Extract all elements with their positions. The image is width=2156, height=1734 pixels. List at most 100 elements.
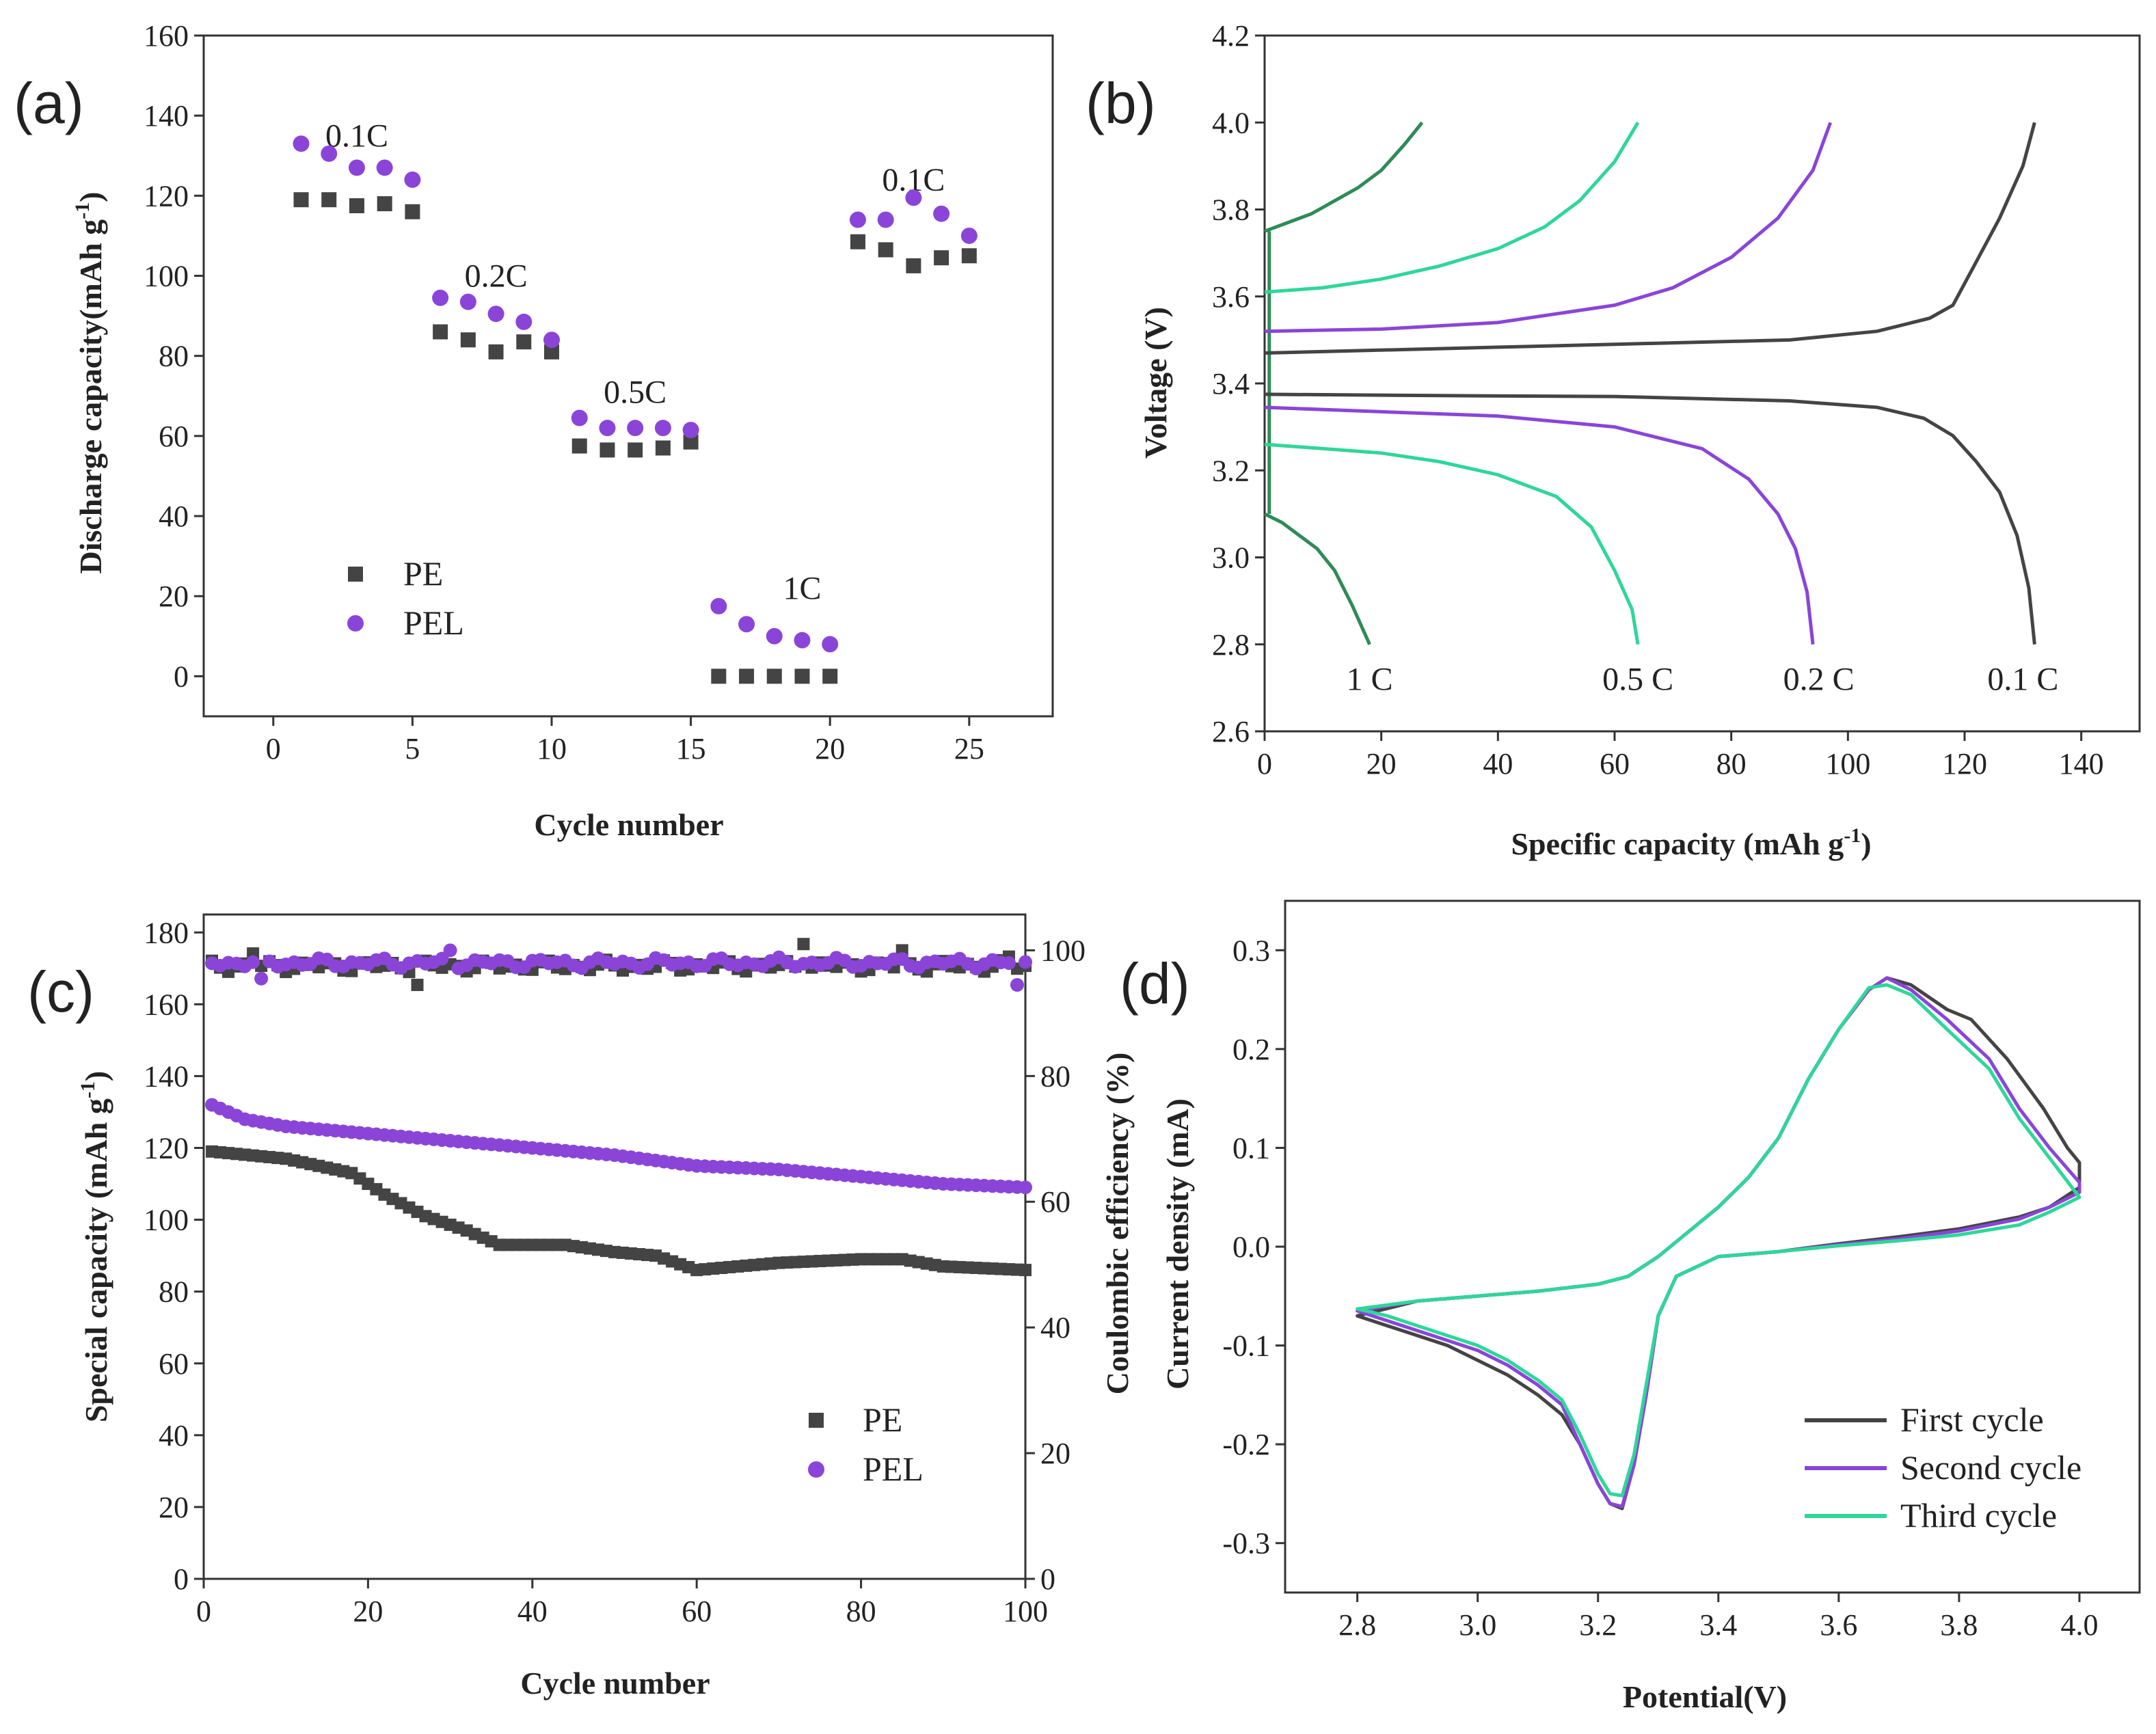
x-axis-title: Cycle number	[520, 1666, 710, 1701]
x-axis-title: Cycle number	[534, 807, 723, 842]
y-tick-label: 0	[174, 660, 189, 693]
pel-point	[515, 313, 533, 330]
panel-d: 2.8 3.0 3.2 3.4 3.6 3.8 4.0 -0.3 -0.2 -0.1 0.0 0.1 0…	[1120, 899, 2141, 1714]
pe-point	[683, 434, 699, 450]
panel-label-b: (b)	[1086, 71, 1156, 135]
x-tick-label: 20	[353, 1595, 383, 1628]
pel-capacity-point	[1019, 1180, 1032, 1195]
x-tick-label: 60	[1600, 747, 1630, 781]
y-tick-label: -0.1	[1222, 1329, 1270, 1363]
x-tick-label: 0	[196, 1595, 211, 1628]
legend-pel-label: PEL	[863, 1450, 924, 1488]
pel-point	[571, 409, 588, 426]
y-axis-title: Special capacity (mAh g-1)	[77, 1071, 113, 1422]
x-tick-label: 40	[1483, 747, 1513, 781]
pel-point	[738, 616, 755, 633]
pe-efficiency-point	[797, 938, 810, 951]
pel-point	[459, 293, 476, 310]
x-tick-label: 20	[1366, 747, 1397, 781]
legend-pe-marker	[809, 1413, 824, 1428]
pel-point	[877, 211, 894, 228]
x-tick-label: 15	[676, 732, 706, 766]
x-tick-label: 60	[682, 1595, 712, 1628]
pe-point	[628, 442, 643, 458]
pel-efficiency-point	[254, 971, 269, 986]
pel-point	[849, 211, 866, 228]
y-axis-title: Voltage (V)	[1138, 307, 1173, 459]
panel-c: 0 20 40 60 80 1000204060801001201401601800204…	[27, 913, 1135, 1701]
panel-label-c: (c)	[27, 960, 94, 1024]
x-tick-label: 3.4	[1699, 1608, 1737, 1642]
pel-efficiency-point	[1001, 956, 1016, 970]
x-tick-label: 2.8	[1338, 1608, 1376, 1642]
pe-point	[599, 442, 615, 458]
y-tick-label: 160	[144, 19, 189, 53]
pe-point	[544, 344, 560, 360]
y-tick-label: 4.0	[1212, 106, 1250, 139]
charge-curve	[1264, 122, 2036, 355]
pel-point	[710, 597, 727, 614]
y-tick-label: 3.8	[1212, 193, 1250, 227]
y-tick-label: 20	[159, 1491, 189, 1524]
pel-efficiency-point	[1019, 955, 1032, 969]
y-tick-label: 20	[159, 580, 189, 613]
pe-point	[516, 334, 532, 350]
pel-point	[794, 632, 811, 649]
panel-b: 0 20 40 60 80 100 120 140 2.6 2.8 3.0 3.2 3.4 3.6 3.8 4…	[1086, 19, 2141, 861]
x-axis-title: Potential(V)	[1623, 1679, 1787, 1714]
pe-point	[460, 332, 476, 348]
curve-label: 0.5 C	[1602, 662, 1673, 698]
charge-curve	[1264, 122, 1833, 334]
legend-pel-marker	[808, 1461, 824, 1478]
y-tick-label: 160	[144, 988, 189, 1021]
pel-point	[321, 145, 338, 162]
pe-point	[488, 344, 504, 360]
y2-tick-label: 100	[1040, 934, 1086, 967]
y-tick-label: 0.3	[1232, 934, 1270, 967]
y-tick-label: 40	[159, 500, 189, 533]
pel-point	[293, 135, 310, 152]
x-tick-label: 4.0	[2060, 1608, 2098, 1642]
y-tick-label: 3.0	[1212, 541, 1250, 575]
y-tick-label: 140	[144, 99, 189, 133]
y-axis-title: Current density (mA)	[1160, 1098, 1195, 1390]
pel-point	[822, 636, 839, 653]
pe-point	[571, 438, 587, 454]
curve-label: 0.1 C	[1987, 662, 2058, 698]
pel-efficiency-point	[246, 955, 260, 969]
legend-label: Second cycle	[1900, 1448, 2081, 1487]
rate-annotation: 0.2C	[465, 258, 528, 295]
y-tick-label: 180	[144, 916, 189, 949]
pe-point	[794, 668, 810, 684]
pel-point	[599, 420, 616, 437]
pe-point	[433, 324, 448, 340]
y-tick-label: 120	[144, 1132, 189, 1165]
y-tick-label: 0	[174, 1562, 189, 1596]
x-tick-label: 3.6	[1820, 1608, 1857, 1642]
charge-curve	[1264, 122, 1640, 294]
pe-point	[655, 440, 671, 456]
y-tick-label: 4.2	[1212, 19, 1250, 53]
discharge-curve	[1264, 405, 1815, 645]
discharge-curve	[1264, 392, 2036, 645]
x-tick-label: 120	[1942, 747, 1987, 781]
x-tick-label: 3.0	[1459, 1608, 1496, 1642]
x-tick-label: 20	[815, 732, 845, 766]
plot-frame	[1263, 34, 2141, 733]
y2-tick-label: 40	[1040, 1311, 1070, 1344]
pe-point	[878, 242, 893, 258]
pe-point	[293, 192, 309, 208]
x-tick-label: 0	[1257, 747, 1272, 781]
x-tick-label: 100	[1825, 747, 1870, 781]
y-tick-label: 2.6	[1212, 715, 1250, 748]
pe-efficiency-point	[411, 978, 424, 991]
y-tick-label: 60	[159, 1347, 189, 1381]
pel-point	[933, 205, 950, 222]
pe-point	[934, 250, 949, 266]
x-tick-label: 3.8	[1940, 1608, 1978, 1642]
pel-point	[766, 627, 783, 645]
pe-point	[822, 668, 838, 684]
x-tick-label: 40	[517, 1595, 548, 1628]
y-tick-label: 3.2	[1212, 454, 1250, 487]
x-tick-label: 140	[2059, 747, 2104, 781]
